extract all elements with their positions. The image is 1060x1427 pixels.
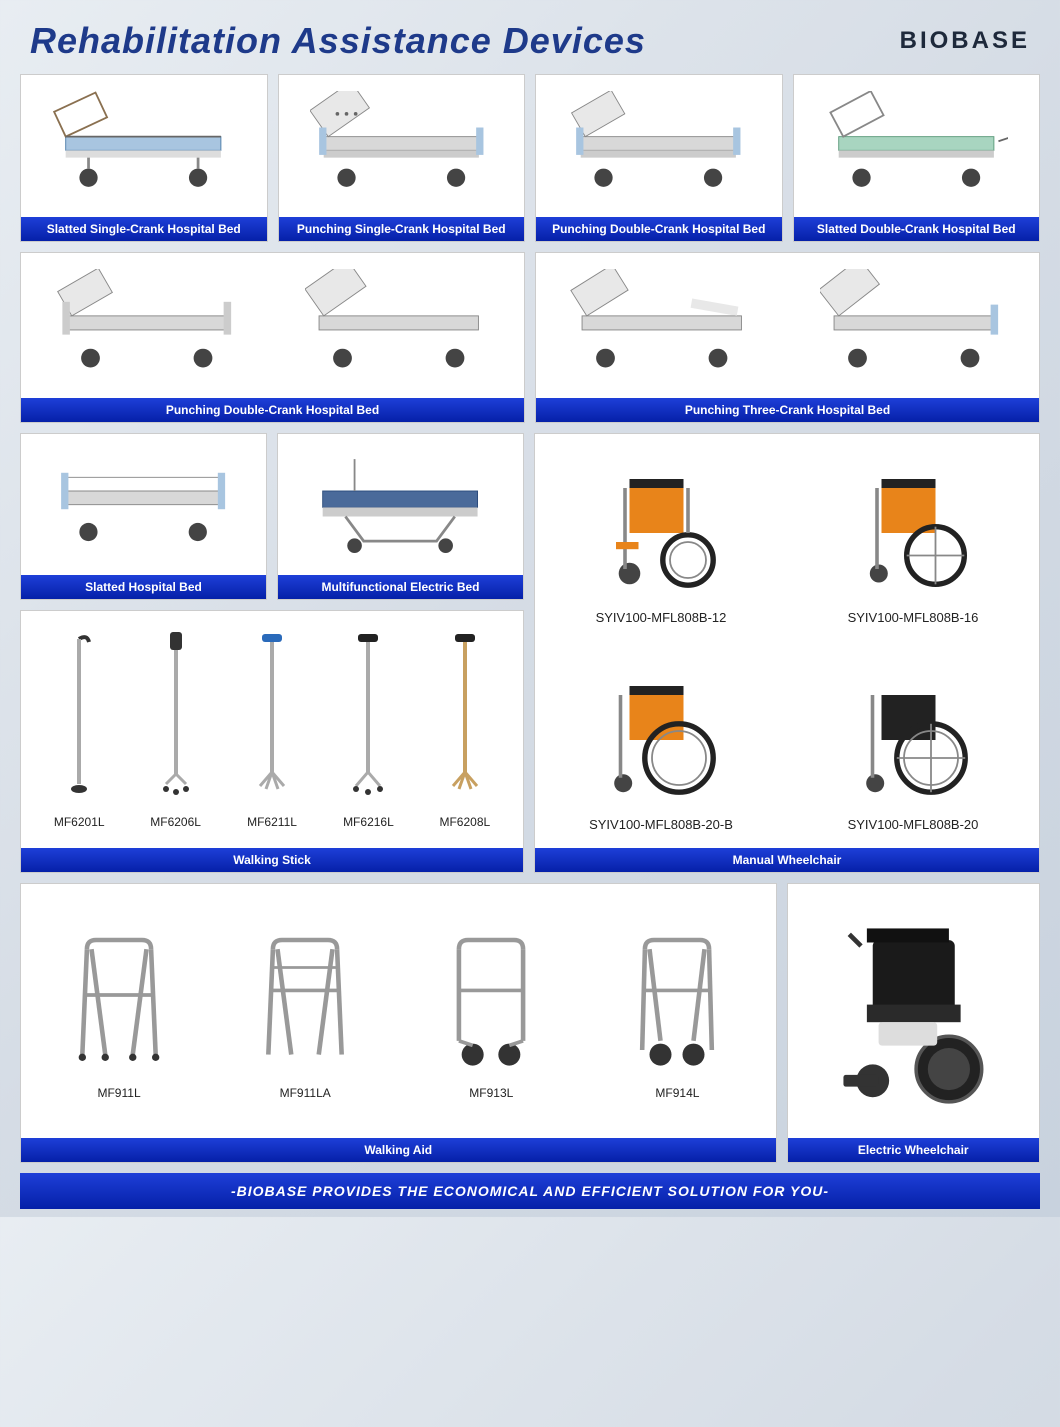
model-label: MF911L <box>31 1080 207 1106</box>
model-label: MF6206L <box>127 809 223 835</box>
model-label: MF6201L <box>31 809 127 835</box>
category-label: Manual Wheelchair <box>535 848 1039 872</box>
model-label: SYIV100-MFL808B-12 <box>545 604 777 631</box>
bed-icon <box>546 263 778 388</box>
bed-icon <box>31 444 256 566</box>
page-title: Rehabilitation Assistance Devices <box>30 20 646 62</box>
product-card-wide: Punching Double-Crank Hospital Bed <box>20 252 525 423</box>
wheelchair-icon <box>545 651 777 811</box>
product-card: Slatted Double-Crank Hospital Bed <box>793 74 1041 242</box>
walking-stick-card: MF6201L MF6206L MF6211L MF6216L MF6208L … <box>20 610 524 873</box>
product-label: Punching Single-Crank Hospital Bed <box>279 217 525 241</box>
bed-icon <box>798 263 1030 388</box>
model-label: SYIV100-MFL808B-20-B <box>545 811 777 838</box>
category-label: Walking Stick <box>21 848 523 872</box>
model-label: MF6208L <box>417 809 513 835</box>
bed-icon <box>31 263 263 388</box>
product-row-4: MF911L MF911LA MF913L MF914L Walking Aid… <box>20 883 1040 1163</box>
walking-aid-card: MF911L MF911LA MF913L MF914L Walking Aid <box>20 883 777 1163</box>
page-header: Rehabilitation Assistance Devices BIOBAS… <box>0 0 1060 74</box>
product-card: Slatted Hospital Bed <box>20 433 267 601</box>
product-label: Slatted Single-Crank Hospital Bed <box>21 217 267 241</box>
model-label: MF6216L <box>320 809 416 835</box>
product-card: Punching Single-Crank Hospital Bed <box>278 74 526 242</box>
page-footer: -BIOBASE PROVIDES THE ECONOMICAL AND EFF… <box>20 1173 1040 1209</box>
product-row-2: Punching Double-Crank Hospital Bed Punch… <box>20 252 1040 423</box>
product-label: Slatted Hospital Bed <box>21 575 266 599</box>
product-label: Punching Double-Crank Hospital Bed <box>21 398 524 422</box>
category-label: Walking Aid <box>21 1138 776 1162</box>
wheelchair-icon <box>545 444 777 604</box>
wheelchair-icon <box>797 651 1029 811</box>
bed-icon <box>288 444 513 566</box>
model-label: SYIV100-MFL808B-16 <box>797 604 1029 631</box>
product-card-wide: Punching Three-Crank Hospital Bed <box>535 252 1040 423</box>
bed-icon <box>31 85 257 207</box>
model-label: MF6211L <box>224 809 320 835</box>
bed-icon <box>546 85 772 207</box>
electric-wheelchair-card: Electric Wheelchair <box>787 883 1041 1163</box>
model-label: MF913L <box>403 1080 579 1106</box>
wheelchair-card: SYIV100-MFL808B-12 SYIV100-MFL808B-16 SY… <box>534 433 1040 873</box>
wheelchair-icon <box>797 444 1029 604</box>
model-label: MF911LA <box>217 1080 393 1106</box>
bed-icon <box>283 263 515 388</box>
product-label: Slatted Double-Crank Hospital Bed <box>794 217 1040 241</box>
product-label: Multifunctional Electric Bed <box>278 575 523 599</box>
model-label: SYIV100-MFL808B-20 <box>797 811 1029 838</box>
brand-logo: BIOBASE <box>900 27 1030 55</box>
product-card: Punching Double-Crank Hospital Bed <box>535 74 783 242</box>
electric-wheelchair-icon <box>798 894 1030 1128</box>
bed-icon <box>804 85 1030 207</box>
product-label: Punching Three-Crank Hospital Bed <box>536 398 1039 422</box>
product-card: Slatted Single-Crank Hospital Bed <box>20 74 268 242</box>
model-label: MF914L <box>589 1080 765 1106</box>
product-row-1: Slatted Single-Crank Hospital Bed Punchi… <box>20 74 1040 242</box>
category-label: Electric Wheelchair <box>788 1138 1040 1162</box>
product-row-3: Slatted Hospital Bed Multifunctional Ele… <box>20 433 1040 873</box>
product-label: Punching Double-Crank Hospital Bed <box>536 217 782 241</box>
bed-icon <box>289 85 515 207</box>
product-card: Multifunctional Electric Bed <box>277 433 524 601</box>
